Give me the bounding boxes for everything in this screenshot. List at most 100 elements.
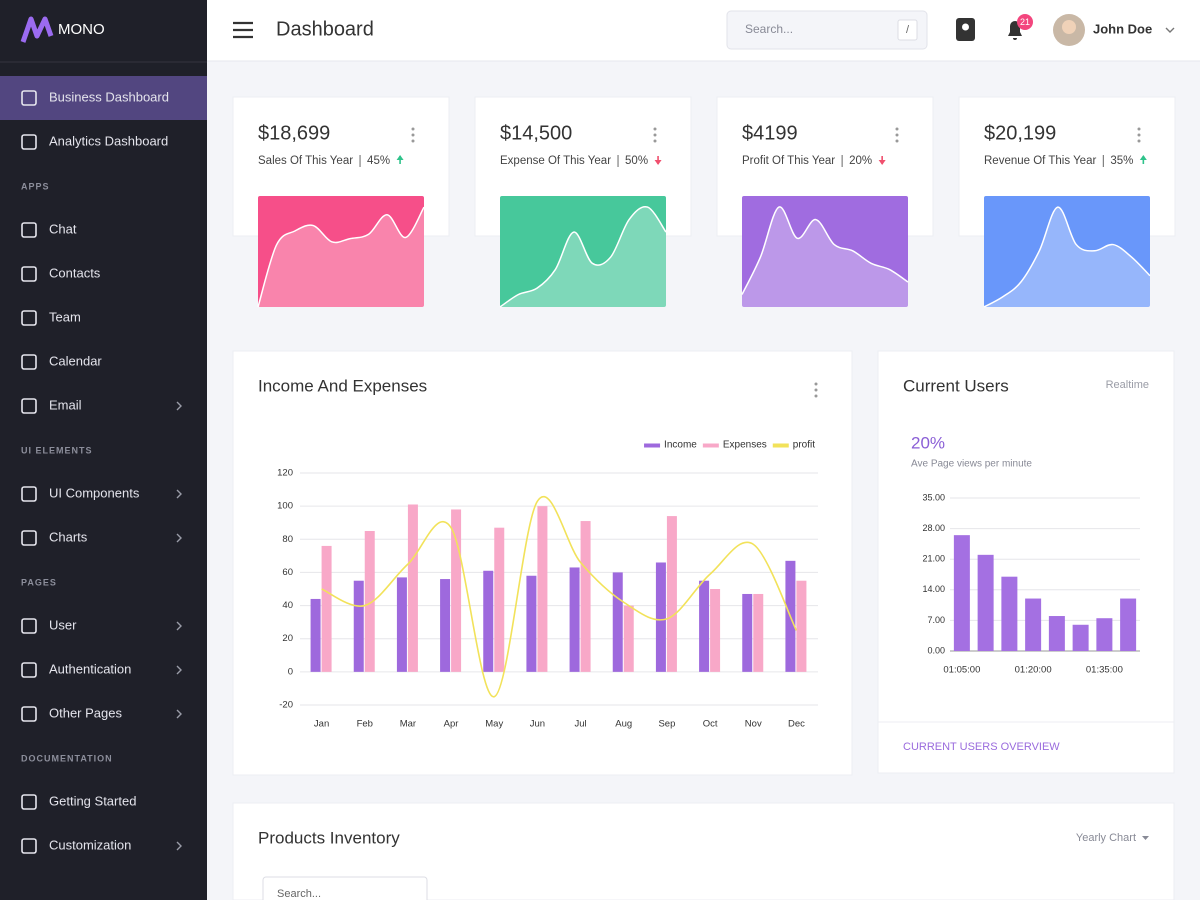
card-menu-dot xyxy=(1137,133,1141,137)
submenu-chevron xyxy=(176,533,182,543)
card-menu-dot xyxy=(1137,139,1141,143)
y-tick-label: 14.00 xyxy=(922,584,945,594)
bar xyxy=(353,580,364,672)
menu-item[interactable]: Analytics Dashboard xyxy=(49,133,168,148)
y-tick-label: 60 xyxy=(282,567,293,578)
stat-percent: 45% xyxy=(367,155,390,167)
chart-filter[interactable]: Yearly Chart xyxy=(1076,832,1136,844)
stat-label: Revenue Of This Year xyxy=(984,155,1096,167)
card-menu-dot xyxy=(653,139,657,143)
x-tick-label: May xyxy=(485,719,503,730)
menu-item[interactable]: Contacts xyxy=(49,265,101,280)
y-tick-label: -20 xyxy=(279,700,293,711)
menu-item[interactable]: Charts xyxy=(49,529,88,544)
y-tick-label: 80 xyxy=(282,534,293,545)
menu-icon xyxy=(21,706,37,722)
stat-percent: 35% xyxy=(1110,155,1133,167)
bar xyxy=(1072,624,1089,651)
stat-value: $20,199 xyxy=(984,122,1056,144)
sparkline-area xyxy=(500,206,666,307)
menu-icon xyxy=(21,838,37,854)
y-tick-label: 100 xyxy=(277,501,293,512)
sparkline xyxy=(741,206,909,295)
logo xyxy=(20,16,54,43)
legend-label[interactable]: Expenses xyxy=(723,440,767,451)
x-tick-label: 01:20:00 xyxy=(1015,665,1052,676)
menu-icon xyxy=(21,530,37,546)
active-item-bg xyxy=(0,76,207,120)
x-tick-label: Jul xyxy=(575,719,587,730)
menu-item[interactable]: User xyxy=(49,617,77,632)
sparkline-area xyxy=(258,207,424,307)
panel-menu-dot xyxy=(814,388,818,392)
menu-item[interactable]: Authentication xyxy=(49,661,131,676)
legend-swatch xyxy=(702,443,719,448)
legend-label[interactable]: profit xyxy=(793,440,815,451)
stat-percent: 20% xyxy=(849,155,872,167)
bar xyxy=(580,521,591,672)
table-search[interactable] xyxy=(262,876,428,900)
trend-arrow-head xyxy=(396,155,404,160)
menu-item[interactable]: Business Dashboard xyxy=(49,89,169,104)
menu-item[interactable]: Email xyxy=(49,397,82,412)
stat-label: Sales Of This Year xyxy=(258,155,353,167)
sparkline-bg xyxy=(742,196,908,307)
line-series xyxy=(321,496,798,698)
menu-item[interactable]: Getting Started xyxy=(49,793,136,808)
page-title: Dashboard xyxy=(276,18,374,40)
bar xyxy=(742,593,753,672)
card-menu-dot xyxy=(411,127,415,131)
card-menu-dot xyxy=(411,139,415,143)
notification-count: 21 xyxy=(1020,17,1030,27)
menu-item[interactable]: Team xyxy=(49,309,81,324)
menu-item[interactable]: Chat xyxy=(49,221,77,236)
highlight-value: 20% xyxy=(911,433,945,452)
menu-icon xyxy=(21,90,37,106)
bar xyxy=(483,570,494,672)
card-menu-dot xyxy=(653,133,657,137)
x-tick-label: Mar xyxy=(400,719,416,730)
stat-percent: 50% xyxy=(625,155,648,167)
legend-label[interactable]: Income xyxy=(664,440,697,451)
bar xyxy=(1025,598,1042,651)
submenu-chevron xyxy=(176,709,182,719)
bar xyxy=(710,589,721,672)
sparkline-bg xyxy=(984,196,1150,307)
bar xyxy=(953,535,970,651)
menu-icon xyxy=(21,398,37,414)
menu-item[interactable]: Calendar xyxy=(49,353,102,368)
sidebar-section-title: DOCUMENTATION xyxy=(21,753,113,763)
y-tick-label: 0.00 xyxy=(927,645,945,655)
sparkline-area xyxy=(742,206,908,307)
panel-title: Income And Expenses xyxy=(258,376,427,395)
bar xyxy=(753,593,764,672)
panel-menu-dot xyxy=(814,382,818,386)
y-tick-label: 7.00 xyxy=(927,615,945,625)
menu-item[interactable]: Customization xyxy=(49,837,131,852)
user-name[interactable]: John Doe xyxy=(1093,21,1152,36)
sparkline xyxy=(983,206,1151,308)
submenu-chevron xyxy=(176,841,182,851)
bar xyxy=(537,506,548,672)
bar xyxy=(310,598,321,672)
sidebar-section-title: PAGES xyxy=(21,577,57,587)
sidebar xyxy=(0,0,207,900)
x-tick-label: Feb xyxy=(357,719,373,730)
x-tick-label: Sep xyxy=(658,719,675,730)
search-box[interactable] xyxy=(726,10,928,50)
menu-icon xyxy=(21,222,37,238)
menu-item[interactable]: UI Components xyxy=(49,485,140,500)
search-placeholder: Search... xyxy=(745,22,793,36)
card-menu-dot xyxy=(411,133,415,137)
card-menu-dot xyxy=(653,127,657,131)
sparkline-bg xyxy=(258,196,424,307)
menu-item[interactable]: Other Pages xyxy=(49,705,122,720)
trend-arrow-head xyxy=(1139,155,1147,160)
menu-icon xyxy=(21,618,37,634)
trend-arrow-head xyxy=(654,160,662,165)
panel-link[interactable]: CURRENT USERS OVERVIEW xyxy=(903,741,1060,753)
y-tick-label: 40 xyxy=(282,600,293,611)
bar xyxy=(623,605,634,672)
y-tick-label: 20 xyxy=(282,633,293,644)
